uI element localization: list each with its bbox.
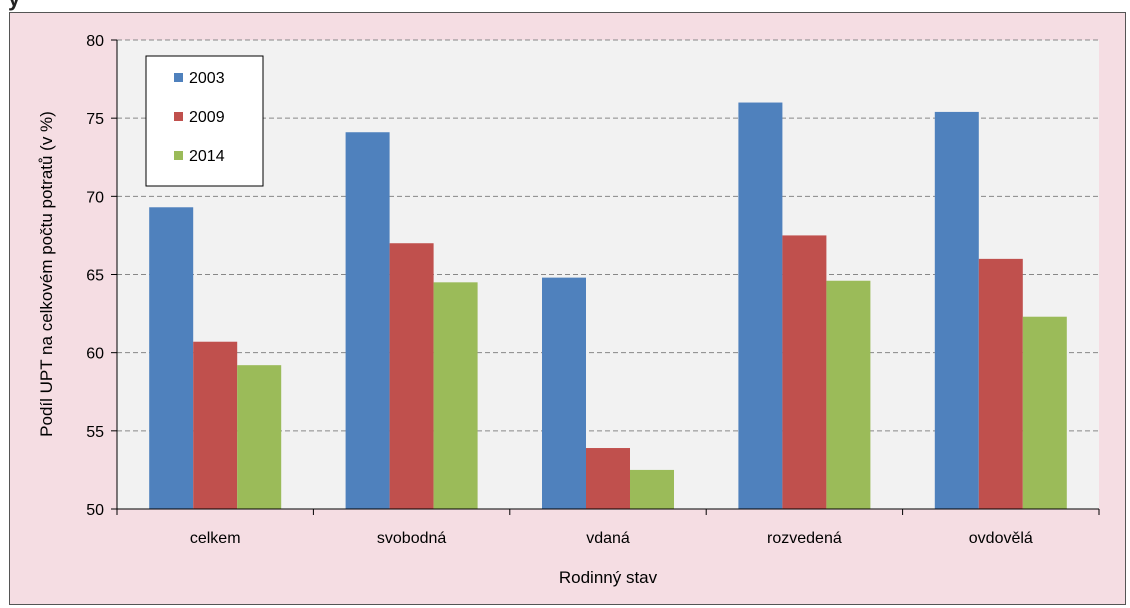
- bars: [149, 102, 1067, 510]
- x-tick-label: vdaná: [586, 530, 630, 547]
- bar-2009-svobodná: [389, 243, 434, 509]
- x-tick-label: ovdovělá: [969, 530, 1033, 547]
- bar-2014-vdaná: [630, 469, 674, 509]
- y-axis-title: Podíl UPT na celkovém počtu potratů (v %…: [37, 111, 56, 437]
- legend-label: 2014: [189, 148, 225, 165]
- y-tick-label: 60: [86, 346, 104, 363]
- y-tick-label: 50: [86, 502, 104, 519]
- x-tick-labels: celkem svobodná vdaná rozvedená ovdovělá: [190, 530, 1033, 547]
- legend-box: [145, 55, 264, 187]
- bar-2009-vdaná: [586, 448, 630, 509]
- y-tick-label: 65: [86, 268, 104, 285]
- header-fragment-text: y: [8, 0, 20, 12]
- legend: 2003 2009 2014: [145, 55, 264, 187]
- legend-label: 2009: [189, 109, 225, 126]
- bar-2009-rozvedená: [782, 235, 827, 509]
- bar-2009-ovdovělá: [978, 258, 1023, 509]
- bar-2014-rozvedená: [826, 280, 871, 509]
- x-axis-title: Rodinný stav: [559, 568, 658, 587]
- bar-2003-celkem: [149, 207, 194, 509]
- y-tick-label: 55: [86, 424, 104, 441]
- legend-swatch-2009: [174, 112, 183, 121]
- x-tick-label: celkem: [190, 530, 241, 547]
- bar-2009-celkem: [193, 341, 238, 509]
- bar-2003-svobodná: [345, 132, 390, 509]
- bar-2014-celkem: [237, 365, 282, 509]
- legend-swatch-2003: [174, 73, 183, 82]
- y-tick-label: 80: [86, 33, 104, 50]
- bar-2003-rozvedená: [738, 102, 783, 510]
- y-tick-label: 70: [86, 189, 104, 206]
- x-tick-label: rozvedená: [767, 530, 842, 547]
- bar-2003-ovdovělá: [934, 111, 979, 509]
- x-tick-label: svobodná: [377, 530, 446, 547]
- bar-2014-svobodná: [433, 282, 478, 509]
- y-tick-label: 75: [86, 111, 104, 128]
- legend-label: 2003: [189, 70, 225, 87]
- bar-2003-vdaná: [542, 277, 586, 509]
- y-tick-labels: 50 55 60 65 70 75 80: [86, 33, 104, 519]
- legend-swatch-2014: [174, 151, 183, 160]
- axes: [111, 39, 1100, 515]
- header-fragment: y: [0, 0, 1130, 12]
- bar-2014-ovdovělá: [1022, 316, 1067, 509]
